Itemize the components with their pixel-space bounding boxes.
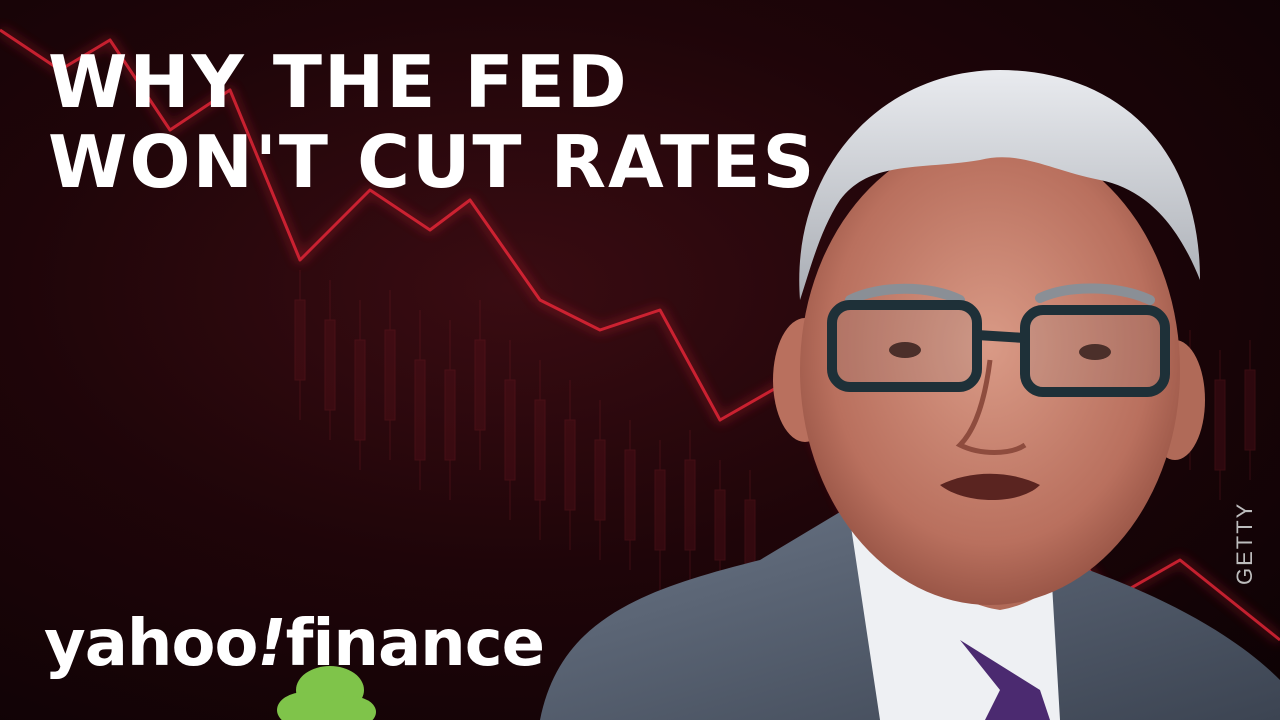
headline: WHY THE FED WON'T CUT RATES [48, 42, 816, 202]
plant-graphic [277, 666, 376, 720]
yahoo-finance-logo: yahoo!finance [44, 604, 545, 684]
speaker-portrait [540, 70, 1280, 720]
photo-credit: GETTY [1232, 501, 1257, 585]
candlestick-chart-graphic [294, 270, 1256, 610]
brand-name: yahoo [44, 607, 258, 681]
headline-line-2: WON'T CUT RATES [48, 120, 817, 204]
brand-product: finance [285, 607, 545, 681]
brand-mark: ! [257, 607, 286, 681]
headline-line-1: WHY THE FED [48, 40, 629, 124]
